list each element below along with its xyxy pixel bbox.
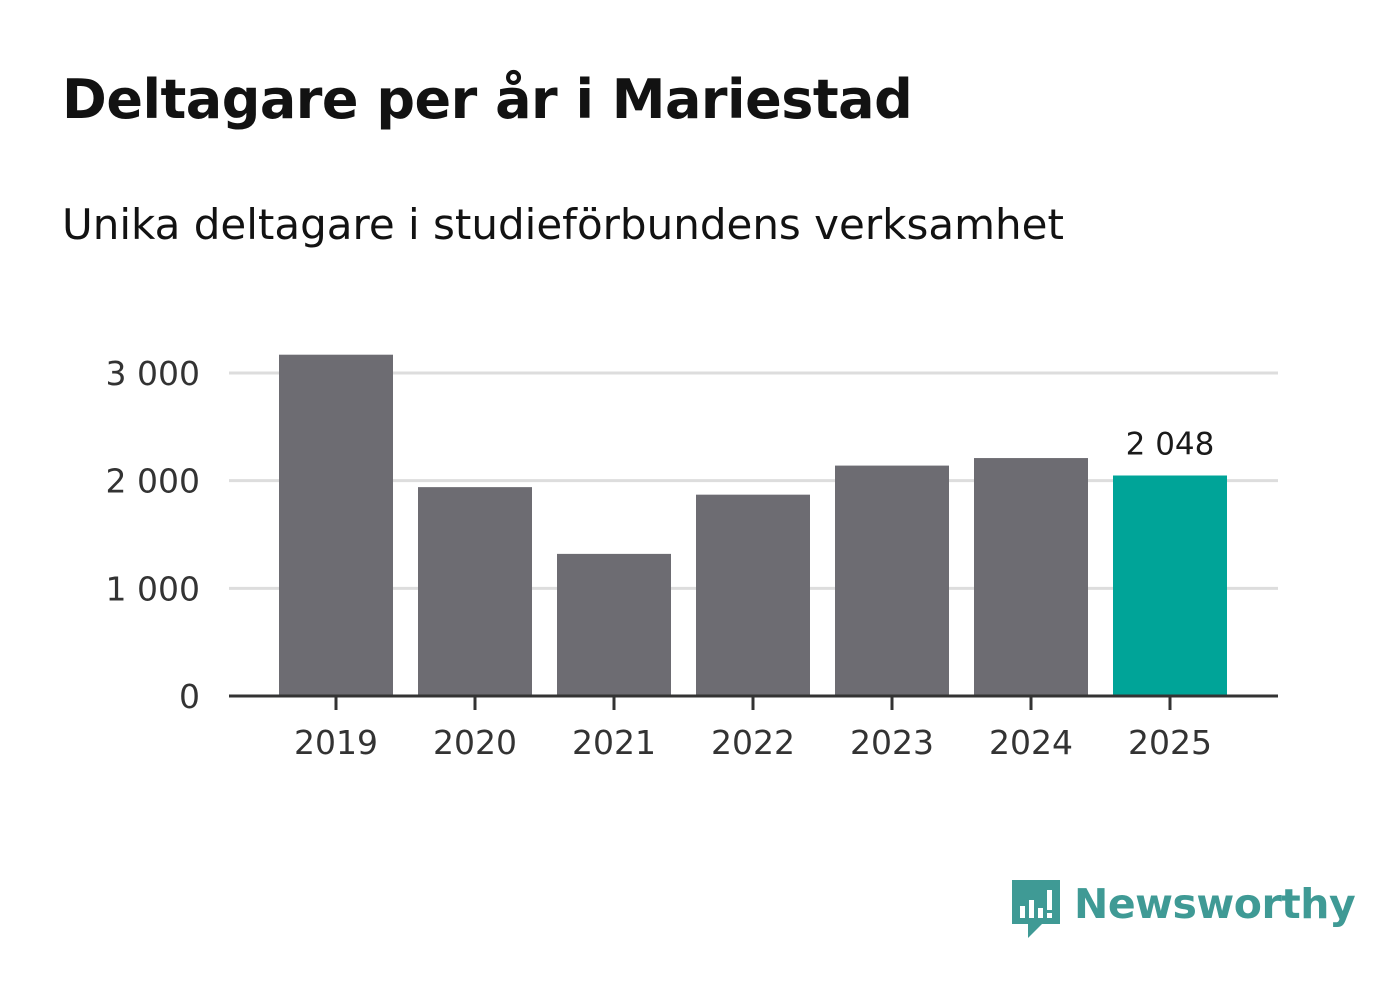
axes bbox=[229, 694, 1278, 710]
chart-subtitle: Unika deltagare i studieförbundens verks… bbox=[62, 200, 1064, 249]
bar-2021 bbox=[557, 553, 671, 696]
y-tick-label: 3 000 bbox=[106, 354, 200, 393]
bar-2019 bbox=[279, 354, 393, 696]
x-tick-label: 2025 bbox=[1128, 723, 1212, 762]
brand-logo: Newsworthy bbox=[1010, 878, 1356, 940]
y-tick-label: 1 000 bbox=[106, 569, 200, 608]
bar-2020 bbox=[418, 487, 532, 696]
bar-2025 bbox=[1113, 475, 1227, 696]
y-tick-label: 2 000 bbox=[106, 462, 200, 501]
brand-name: Newsworthy bbox=[1074, 880, 1356, 928]
x-tick-label: 2020 bbox=[433, 723, 517, 762]
x-tick-label: 2023 bbox=[850, 723, 934, 762]
bar-2022 bbox=[696, 494, 810, 696]
x-tick-label: 2022 bbox=[711, 723, 795, 762]
bars bbox=[279, 354, 1227, 696]
x-tick-label: 2024 bbox=[989, 723, 1073, 762]
x-tick-label: 2019 bbox=[294, 723, 378, 762]
data-label: 2 048 bbox=[1126, 426, 1215, 462]
labels: 0 1 000 2 000 3 000 2019 2020 2021 2022 2023 2024… bbox=[106, 354, 1215, 762]
bar-2024 bbox=[974, 458, 1088, 696]
y-tick-label: 0 bbox=[179, 677, 200, 716]
chart-title: Deltagare per år i Mariestad bbox=[62, 68, 913, 131]
bar-2023 bbox=[835, 465, 949, 696]
x-tick-label: 2021 bbox=[572, 723, 656, 762]
bar-chart-speech-bubble-icon bbox=[1012, 880, 1060, 938]
